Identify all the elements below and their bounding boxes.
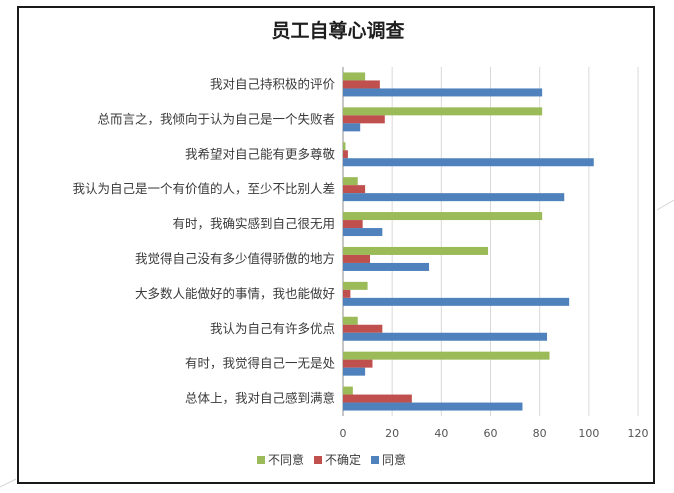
category-label: 我觉得自己没有多少值得骄傲的地方 [135, 251, 335, 266]
bar-disagree [343, 281, 368, 290]
x-tick-label: 20 [385, 427, 399, 440]
bar-agree [343, 297, 570, 306]
bar-agree [343, 262, 430, 271]
category-label: 总体上，我对自己感到满意 [185, 391, 335, 406]
legend-swatch [371, 456, 380, 464]
legend-swatch [314, 456, 323, 464]
x-tick-label: 60 [484, 427, 498, 440]
x-tick-label: 40 [434, 427, 448, 440]
bar-agree [343, 402, 523, 411]
bar-disagree [343, 177, 358, 186]
bar-unsure [343, 185, 366, 194]
legend-label: 不确定 [325, 452, 361, 467]
bar-unsure [343, 150, 348, 159]
x-tick-labels: 0 20 40 60 80 100 120 [340, 427, 649, 440]
bar-unsure [343, 220, 363, 229]
bar-disagree [343, 386, 353, 395]
legend-swatch [257, 456, 265, 464]
chart-frame: 员工自尊心调查 我对自己持积极的评价总而言之，我倾向于认为自己是一个失败者我希望… [17, 6, 655, 484]
legend-label: 不同意 [268, 452, 304, 467]
bar-unsure [343, 254, 371, 263]
bar-unsure [343, 115, 385, 124]
bar-disagree [343, 316, 358, 325]
category-label: 我认为自己有许多优点 [210, 321, 335, 336]
bar-agree [343, 228, 383, 237]
legend-label: 同意 [382, 452, 406, 467]
gridlines [342, 67, 639, 416]
bar-unsure [343, 324, 383, 333]
corner-line-bottom-left [0, 478, 17, 488]
bar-disagree [343, 72, 366, 81]
bar-agree [343, 123, 361, 132]
bar-disagree [343, 142, 346, 151]
bar-disagree [343, 212, 543, 221]
chart-title: 员工自尊心调查 [271, 19, 405, 42]
bars [343, 72, 594, 411]
bar-agree [343, 193, 565, 202]
bar-unsure [343, 80, 380, 89]
legend: 不同意 不确定 同意 [257, 452, 406, 467]
bar-agree [343, 88, 543, 97]
bar-unsure [343, 394, 412, 403]
category-label: 我对自己持积极的评价 [210, 76, 336, 91]
x-tick-label: 120 [628, 427, 649, 440]
bar-disagree [343, 246, 489, 255]
chart-svg: 员工自尊心调查 我对自己持积极的评价总而言之，我倾向于认为自己是一个失败者我希望… [72, 19, 649, 467]
category-label: 我希望对自己能有更多尊敬 [185, 146, 336, 161]
x-tick-label: 0 [340, 427, 347, 440]
category-labels: 我对自己持积极的评价总而言之，我倾向于认为自己是一个失败者我希望对自己能有更多尊… [72, 76, 335, 405]
bar-agree [343, 158, 594, 167]
x-tick-label: 100 [578, 427, 599, 440]
category-label: 大多数人能做好的事情，我也能做好 [135, 286, 335, 301]
corner-line-top-right [656, 199, 674, 211]
category-label: 有时，我觉得自己一无是处 [185, 356, 336, 371]
bar-unsure [343, 359, 373, 368]
bar-agree [343, 367, 366, 376]
category-label: 有时，我确实感到自己很无用 [172, 216, 335, 231]
bar-disagree [343, 351, 550, 360]
category-label: 我认为自己是一个有价值的人，至少不比别人差 [72, 181, 335, 196]
bar-agree [343, 332, 548, 341]
x-tick-label: 80 [533, 427, 547, 440]
bar-unsure [343, 289, 351, 298]
category-label: 总而言之，我倾向于认为自己是一个失败者 [97, 111, 335, 126]
bar-disagree [343, 107, 543, 116]
